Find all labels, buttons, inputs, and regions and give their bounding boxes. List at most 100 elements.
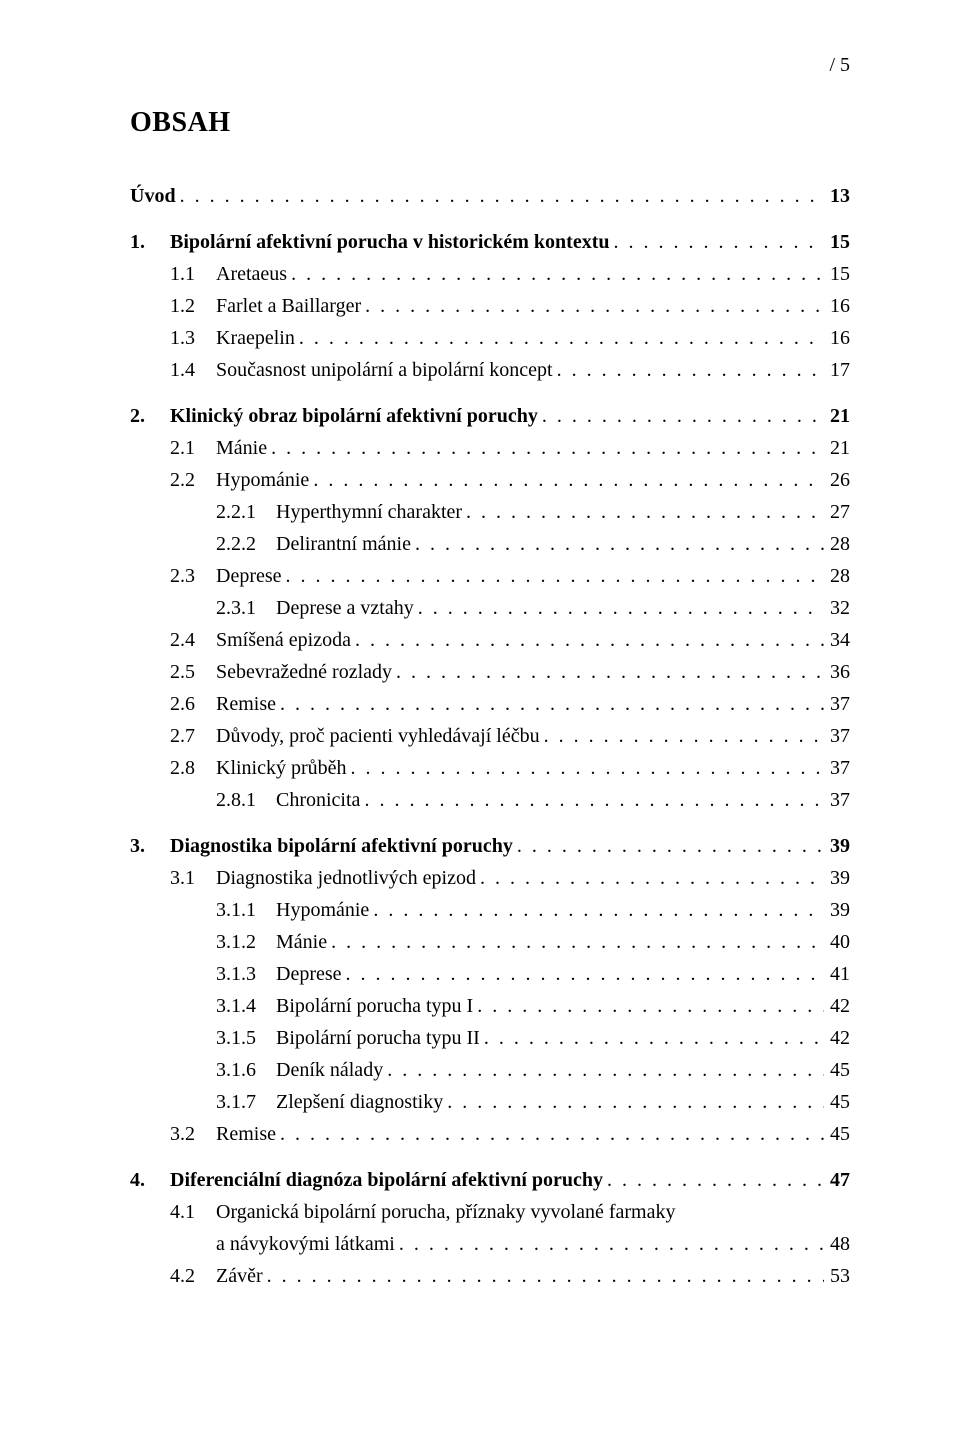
toc-label: Diferenciální diagnóza bipolární afektiv… (170, 1165, 603, 1195)
toc-label: Mánie (216, 433, 267, 463)
toc-leader-dots (282, 561, 824, 591)
toc-leader-dots (513, 831, 824, 861)
toc-row: 2.4Smíšená epizoda34 (130, 624, 850, 656)
page-title: OBSAH (130, 102, 850, 144)
toc-leader-dots (287, 259, 824, 289)
toc-page: 41 (824, 959, 850, 989)
toc-number: 3.1.4 (216, 991, 276, 1021)
toc-page: 42 (824, 991, 850, 1021)
toc-leader-dots (351, 625, 824, 655)
toc-page: 40 (824, 927, 850, 957)
page-number-corner: / 5 (130, 50, 850, 80)
toc-number: 2.4 (170, 625, 216, 655)
toc-label: Sebevražedné rozlady (216, 657, 392, 687)
toc-label: Úvod (130, 181, 176, 211)
toc-number: 1. (130, 227, 170, 257)
toc-leader-dots (473, 991, 824, 1021)
toc-number: 3. (130, 831, 170, 861)
toc-label: Deprese (276, 959, 342, 989)
toc-page: 32 (824, 593, 850, 623)
toc-leader-dots (395, 1229, 824, 1259)
toc-number: 2.3.1 (216, 593, 276, 623)
toc-label: Současnost unipolární a bipolární koncep… (216, 355, 553, 385)
toc-leader-dots (462, 497, 824, 527)
toc-leader-dots (176, 181, 824, 211)
toc-number: 3.1.6 (216, 1055, 276, 1085)
toc-label: Hyperthymní charakter (276, 497, 462, 527)
section-gap (130, 816, 850, 830)
toc-page: 17 (824, 355, 850, 385)
toc-row: 3.2Remise45 (130, 1118, 850, 1150)
toc-leader-dots (392, 657, 824, 687)
toc-row: 2.3.1Deprese a vztahy32 (130, 592, 850, 624)
toc-row: 2.2.2Delirantní mánie28 (130, 528, 850, 560)
toc-number: 2.2.1 (216, 497, 276, 527)
toc-number: 2.8 (170, 753, 216, 783)
toc-page: 47 (824, 1165, 850, 1195)
toc-row: 1.2Farlet a Baillarger16 (130, 290, 850, 322)
toc-leader-dots (411, 529, 824, 559)
toc-label: Remise (216, 689, 276, 719)
toc-page: 21 (824, 433, 850, 463)
toc-page: 37 (824, 785, 850, 815)
toc-leader-dots (443, 1087, 824, 1117)
toc-leader-dots (538, 401, 824, 431)
toc-row: 3.Diagnostika bipolární afektivní poruch… (130, 830, 850, 862)
toc-label: Aretaeus (216, 259, 287, 289)
toc-number: 1.4 (170, 355, 216, 385)
toc-row: 4.2Závěr53 (130, 1260, 850, 1292)
toc-number: 3.1.5 (216, 1023, 276, 1053)
toc-leader-dots (263, 1261, 824, 1291)
toc-label: Remise (216, 1119, 276, 1149)
toc-row: 2.3Deprese28 (130, 560, 850, 592)
toc-leader-dots (369, 895, 824, 925)
toc-leader-dots (267, 433, 824, 463)
toc-row: 3.1.3Deprese41 (130, 958, 850, 990)
toc-leader-dots (295, 323, 824, 353)
toc-leader-dots (553, 355, 824, 385)
toc-page: 21 (824, 401, 850, 431)
toc-row: 2.8.1Chronicita37 (130, 784, 850, 816)
toc-label: Diagnostika bipolární afektivní poruchy (170, 831, 513, 861)
toc-row: 2.2Hypománie26 (130, 464, 850, 496)
toc-number: 3.1.1 (216, 895, 276, 925)
toc-page: 37 (824, 753, 850, 783)
toc-row: 3.1Diagnostika jednotlivých epizod39 (130, 862, 850, 894)
toc: Úvod131.Bipolární afektivní porucha v hi… (130, 180, 850, 1292)
toc-label: Delirantní mánie (276, 529, 411, 559)
toc-label: a návykovými látkami (170, 1229, 395, 1259)
toc-leader-dots (309, 465, 824, 495)
page: / 5 OBSAH Úvod131.Bipolární afektivní po… (0, 0, 960, 1352)
toc-number: 1.1 (170, 259, 216, 289)
toc-row: 3.1.4Bipolární porucha typu I 42 (130, 990, 850, 1022)
toc-page: 13 (824, 181, 850, 211)
toc-number: 1.3 (170, 323, 216, 353)
toc-number: 2.1 (170, 433, 216, 463)
toc-row: 2.8Klinický průběh37 (130, 752, 850, 784)
toc-leader-dots (276, 1119, 824, 1149)
toc-page: 37 (824, 721, 850, 751)
toc-leader-dots (276, 689, 824, 719)
toc-page: 53 (824, 1261, 850, 1291)
toc-leader-dots (540, 721, 824, 751)
toc-page: 45 (824, 1055, 850, 1085)
toc-number: 4. (130, 1165, 170, 1195)
toc-leader-dots (347, 753, 824, 783)
toc-number: 2.5 (170, 657, 216, 687)
toc-leader-dots (603, 1165, 824, 1195)
toc-label: Bipolární porucha typu I (276, 991, 473, 1021)
toc-row: 2.1Mánie 21 (130, 432, 850, 464)
toc-page: 15 (824, 259, 850, 289)
section-gap (130, 386, 850, 400)
toc-leader-dots (361, 291, 824, 321)
toc-label: Závěr (216, 1261, 263, 1291)
toc-page: 16 (824, 291, 850, 321)
toc-label: Deník nálady (276, 1055, 383, 1085)
toc-row: 2.2.1Hyperthymní charakter27 (130, 496, 850, 528)
toc-page: 28 (824, 529, 850, 559)
toc-row: Úvod 13 (130, 180, 850, 212)
toc-row: 4.Diferenciální diagnóza bipolární afekt… (130, 1164, 850, 1196)
toc-page: 34 (824, 625, 850, 655)
toc-row: 3.1.7Zlepšení diagnostiky45 (130, 1086, 850, 1118)
toc-number: 2.3 (170, 561, 216, 591)
